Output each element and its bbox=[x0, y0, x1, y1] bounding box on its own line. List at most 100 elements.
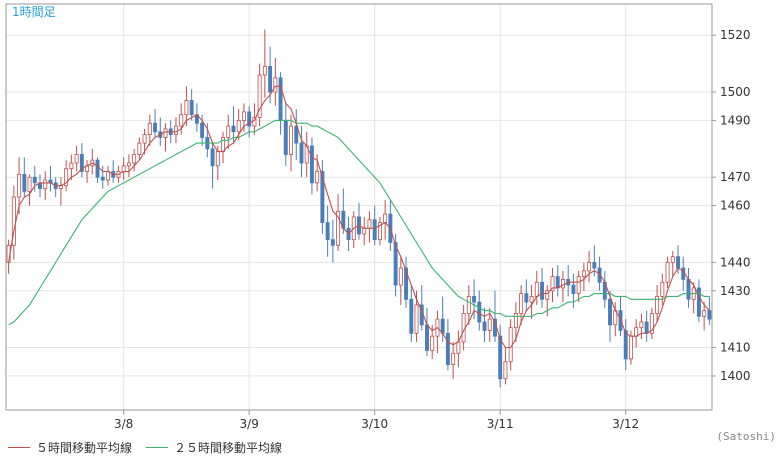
x-tick-label: 3/8 bbox=[114, 417, 133, 431]
candle-down bbox=[153, 122, 158, 133]
candle-down bbox=[268, 66, 273, 93]
candle-down bbox=[393, 242, 398, 286]
candle-down bbox=[686, 278, 691, 300]
candle-down bbox=[278, 77, 283, 121]
candle-up bbox=[184, 100, 189, 116]
candle-up bbox=[634, 327, 639, 337]
legend-item-ma25: ２５時間移動平均線 bbox=[146, 439, 282, 456]
candle-down bbox=[524, 293, 529, 303]
candle-up bbox=[173, 125, 178, 136]
candle-up bbox=[665, 261, 670, 283]
candle-up bbox=[649, 313, 654, 334]
candle-up bbox=[27, 176, 32, 192]
candle-down bbox=[477, 301, 482, 323]
candle-up bbox=[69, 162, 74, 170]
candle-down bbox=[571, 284, 576, 294]
candle-up bbox=[519, 293, 524, 314]
legend-label-ma5: ５時間移動平均線 bbox=[36, 440, 133, 455]
candle-up bbox=[414, 304, 419, 334]
x-tick-label: 3/11 bbox=[487, 417, 514, 431]
legend: ５時間移動平均線 ２５時間移動平均線 bbox=[8, 438, 296, 456]
candle-up bbox=[702, 310, 707, 317]
ma25-line bbox=[8, 119, 710, 326]
candle-down bbox=[283, 120, 288, 155]
candle-down bbox=[644, 321, 649, 334]
candle-down bbox=[294, 125, 299, 144]
candle-down bbox=[210, 148, 215, 167]
candle-up bbox=[655, 296, 660, 314]
candle-down bbox=[696, 287, 701, 317]
candle-down bbox=[200, 122, 205, 138]
candle-down bbox=[608, 298, 612, 326]
candle-down bbox=[676, 256, 680, 269]
candle-up bbox=[529, 296, 534, 303]
candle-up bbox=[273, 77, 278, 93]
candle-down bbox=[299, 142, 304, 164]
candle-down bbox=[325, 222, 330, 241]
ma5-line bbox=[8, 85, 710, 349]
candle-down bbox=[309, 145, 314, 184]
candle-up bbox=[383, 213, 388, 224]
legend-item-ma5: ５時間移動平均線 bbox=[8, 439, 132, 456]
candle-up bbox=[336, 210, 341, 246]
candle-up bbox=[581, 270, 586, 277]
candle-down bbox=[32, 176, 37, 184]
candle-up bbox=[126, 162, 131, 167]
candle-up bbox=[147, 122, 152, 136]
candle-up bbox=[289, 125, 293, 155]
candle-down bbox=[440, 318, 445, 334]
candle-up bbox=[587, 261, 592, 272]
candle-down bbox=[472, 296, 477, 303]
candle-down bbox=[425, 324, 429, 351]
candle-up bbox=[121, 165, 126, 172]
candle-down bbox=[372, 219, 377, 241]
y-tick-label: 1500 bbox=[720, 85, 751, 99]
candle-up bbox=[315, 171, 320, 184]
candle-up bbox=[362, 227, 367, 235]
candle-up bbox=[74, 154, 79, 164]
candle-up bbox=[257, 74, 262, 118]
candle-up bbox=[106, 171, 110, 181]
candle-down bbox=[445, 332, 450, 365]
y-tick-label: 1520 bbox=[720, 28, 751, 42]
y-tick-label: 1410 bbox=[720, 341, 751, 355]
candle-down bbox=[79, 154, 84, 172]
candle-down bbox=[482, 321, 487, 331]
y-tick-label: 1430 bbox=[720, 284, 751, 298]
candle-up bbox=[142, 134, 147, 144]
candle-up bbox=[221, 137, 225, 153]
candle-up bbox=[503, 361, 508, 380]
candle-up bbox=[466, 296, 471, 314]
candle-up bbox=[451, 352, 456, 365]
candle-up bbox=[456, 341, 461, 354]
candle-up bbox=[17, 173, 22, 198]
candle-up bbox=[398, 267, 403, 286]
candle-up bbox=[560, 278, 565, 289]
candle-down bbox=[231, 125, 236, 133]
x-tick-label: 3/10 bbox=[361, 417, 388, 431]
candle-up bbox=[43, 179, 48, 189]
candle-up bbox=[377, 222, 382, 241]
candle-down bbox=[498, 335, 503, 380]
y-tick-label: 1440 bbox=[720, 255, 751, 269]
candle-up bbox=[670, 256, 675, 263]
candle-up bbox=[508, 327, 513, 363]
candle-up bbox=[430, 335, 435, 351]
candle-up bbox=[241, 111, 246, 121]
candle-down bbox=[22, 173, 27, 192]
candle-down bbox=[95, 159, 100, 178]
x-tick-label: 3/12 bbox=[612, 417, 639, 431]
legend-swatch-ma5 bbox=[8, 446, 30, 448]
candle-down bbox=[707, 310, 712, 320]
chart-title: 1時間足 bbox=[12, 5, 56, 19]
candle-up bbox=[660, 281, 665, 297]
y-tick-label: 1490 bbox=[720, 113, 751, 127]
candle-up bbox=[64, 168, 69, 187]
candle-up bbox=[137, 142, 142, 155]
candle-down bbox=[555, 276, 560, 289]
candle-down bbox=[597, 267, 602, 283]
credit-text: (Satoshi) bbox=[716, 430, 776, 443]
legend-label-ma25: ２５時間移動平均線 bbox=[174, 440, 283, 455]
candle-up bbox=[639, 321, 644, 329]
